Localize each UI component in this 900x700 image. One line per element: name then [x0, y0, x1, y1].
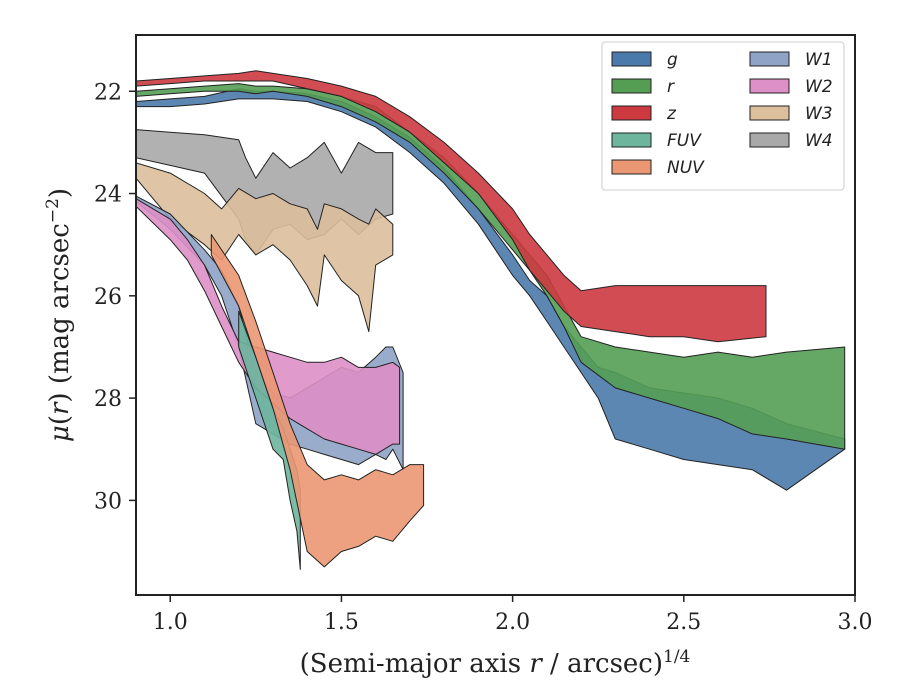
- data-bands: [136, 70, 846, 570]
- legend-swatch-w2: [749, 78, 790, 94]
- legend-label-w4: W4: [805, 131, 833, 151]
- y-tick-label: 26: [94, 285, 122, 310]
- legend-label-w3: W3: [805, 104, 833, 124]
- legend-swatch-fuv: [611, 132, 652, 148]
- y-tick-label: 24: [94, 183, 122, 208]
- y-tick-label: 22: [94, 80, 122, 105]
- x-axis-ticks: 1.0 1.5 2.0 2.5 3.0: [153, 595, 873, 635]
- legend-swatch-w3: [749, 105, 790, 121]
- legend-label-w2: W2: [805, 77, 833, 97]
- band-z: [136, 70, 767, 343]
- y-tick-label: 28: [94, 387, 122, 412]
- band-w3: [136, 162, 394, 333]
- legend-swatch-z: [611, 105, 652, 121]
- plot-frame: [135, 34, 856, 596]
- x-tick-label: 3.0: [838, 610, 873, 635]
- x-axis-label: (Semi-major axis r / arcsec)1/4: [300, 647, 691, 679]
- y-tick-label: 30: [94, 489, 122, 514]
- legend-swatch-r: [611, 78, 652, 94]
- band-nuv: [210, 234, 425, 568]
- legend-label-nuv: NUV: [667, 158, 705, 178]
- y-axis-label: μ(r) (mag arcsec−2): [43, 188, 75, 442]
- legend-swatch-w4: [749, 132, 790, 148]
- x-tick-label: 2.5: [666, 610, 701, 635]
- legend-label-fuv: FUV: [667, 131, 702, 151]
- legend: grz FUV NUV W1 W2 W3 W4: [601, 41, 845, 191]
- legend-swatch-g: [611, 51, 652, 67]
- legend-label-z: z: [666, 104, 677, 124]
- legend-swatch-nuv: [611, 159, 652, 175]
- legend-label-g: g: [667, 50, 678, 70]
- x-tick-label: 1.0: [153, 610, 188, 635]
- x-tick-label: 2.0: [495, 610, 530, 635]
- x-tick-label: 1.5: [324, 610, 359, 635]
- legend-label-w1: W1: [805, 50, 833, 70]
- y-axis-ticks: 22 24 26 28 30: [94, 80, 136, 514]
- legend-label-r: r: [667, 77, 675, 97]
- legend-swatch-w1: [749, 51, 790, 67]
